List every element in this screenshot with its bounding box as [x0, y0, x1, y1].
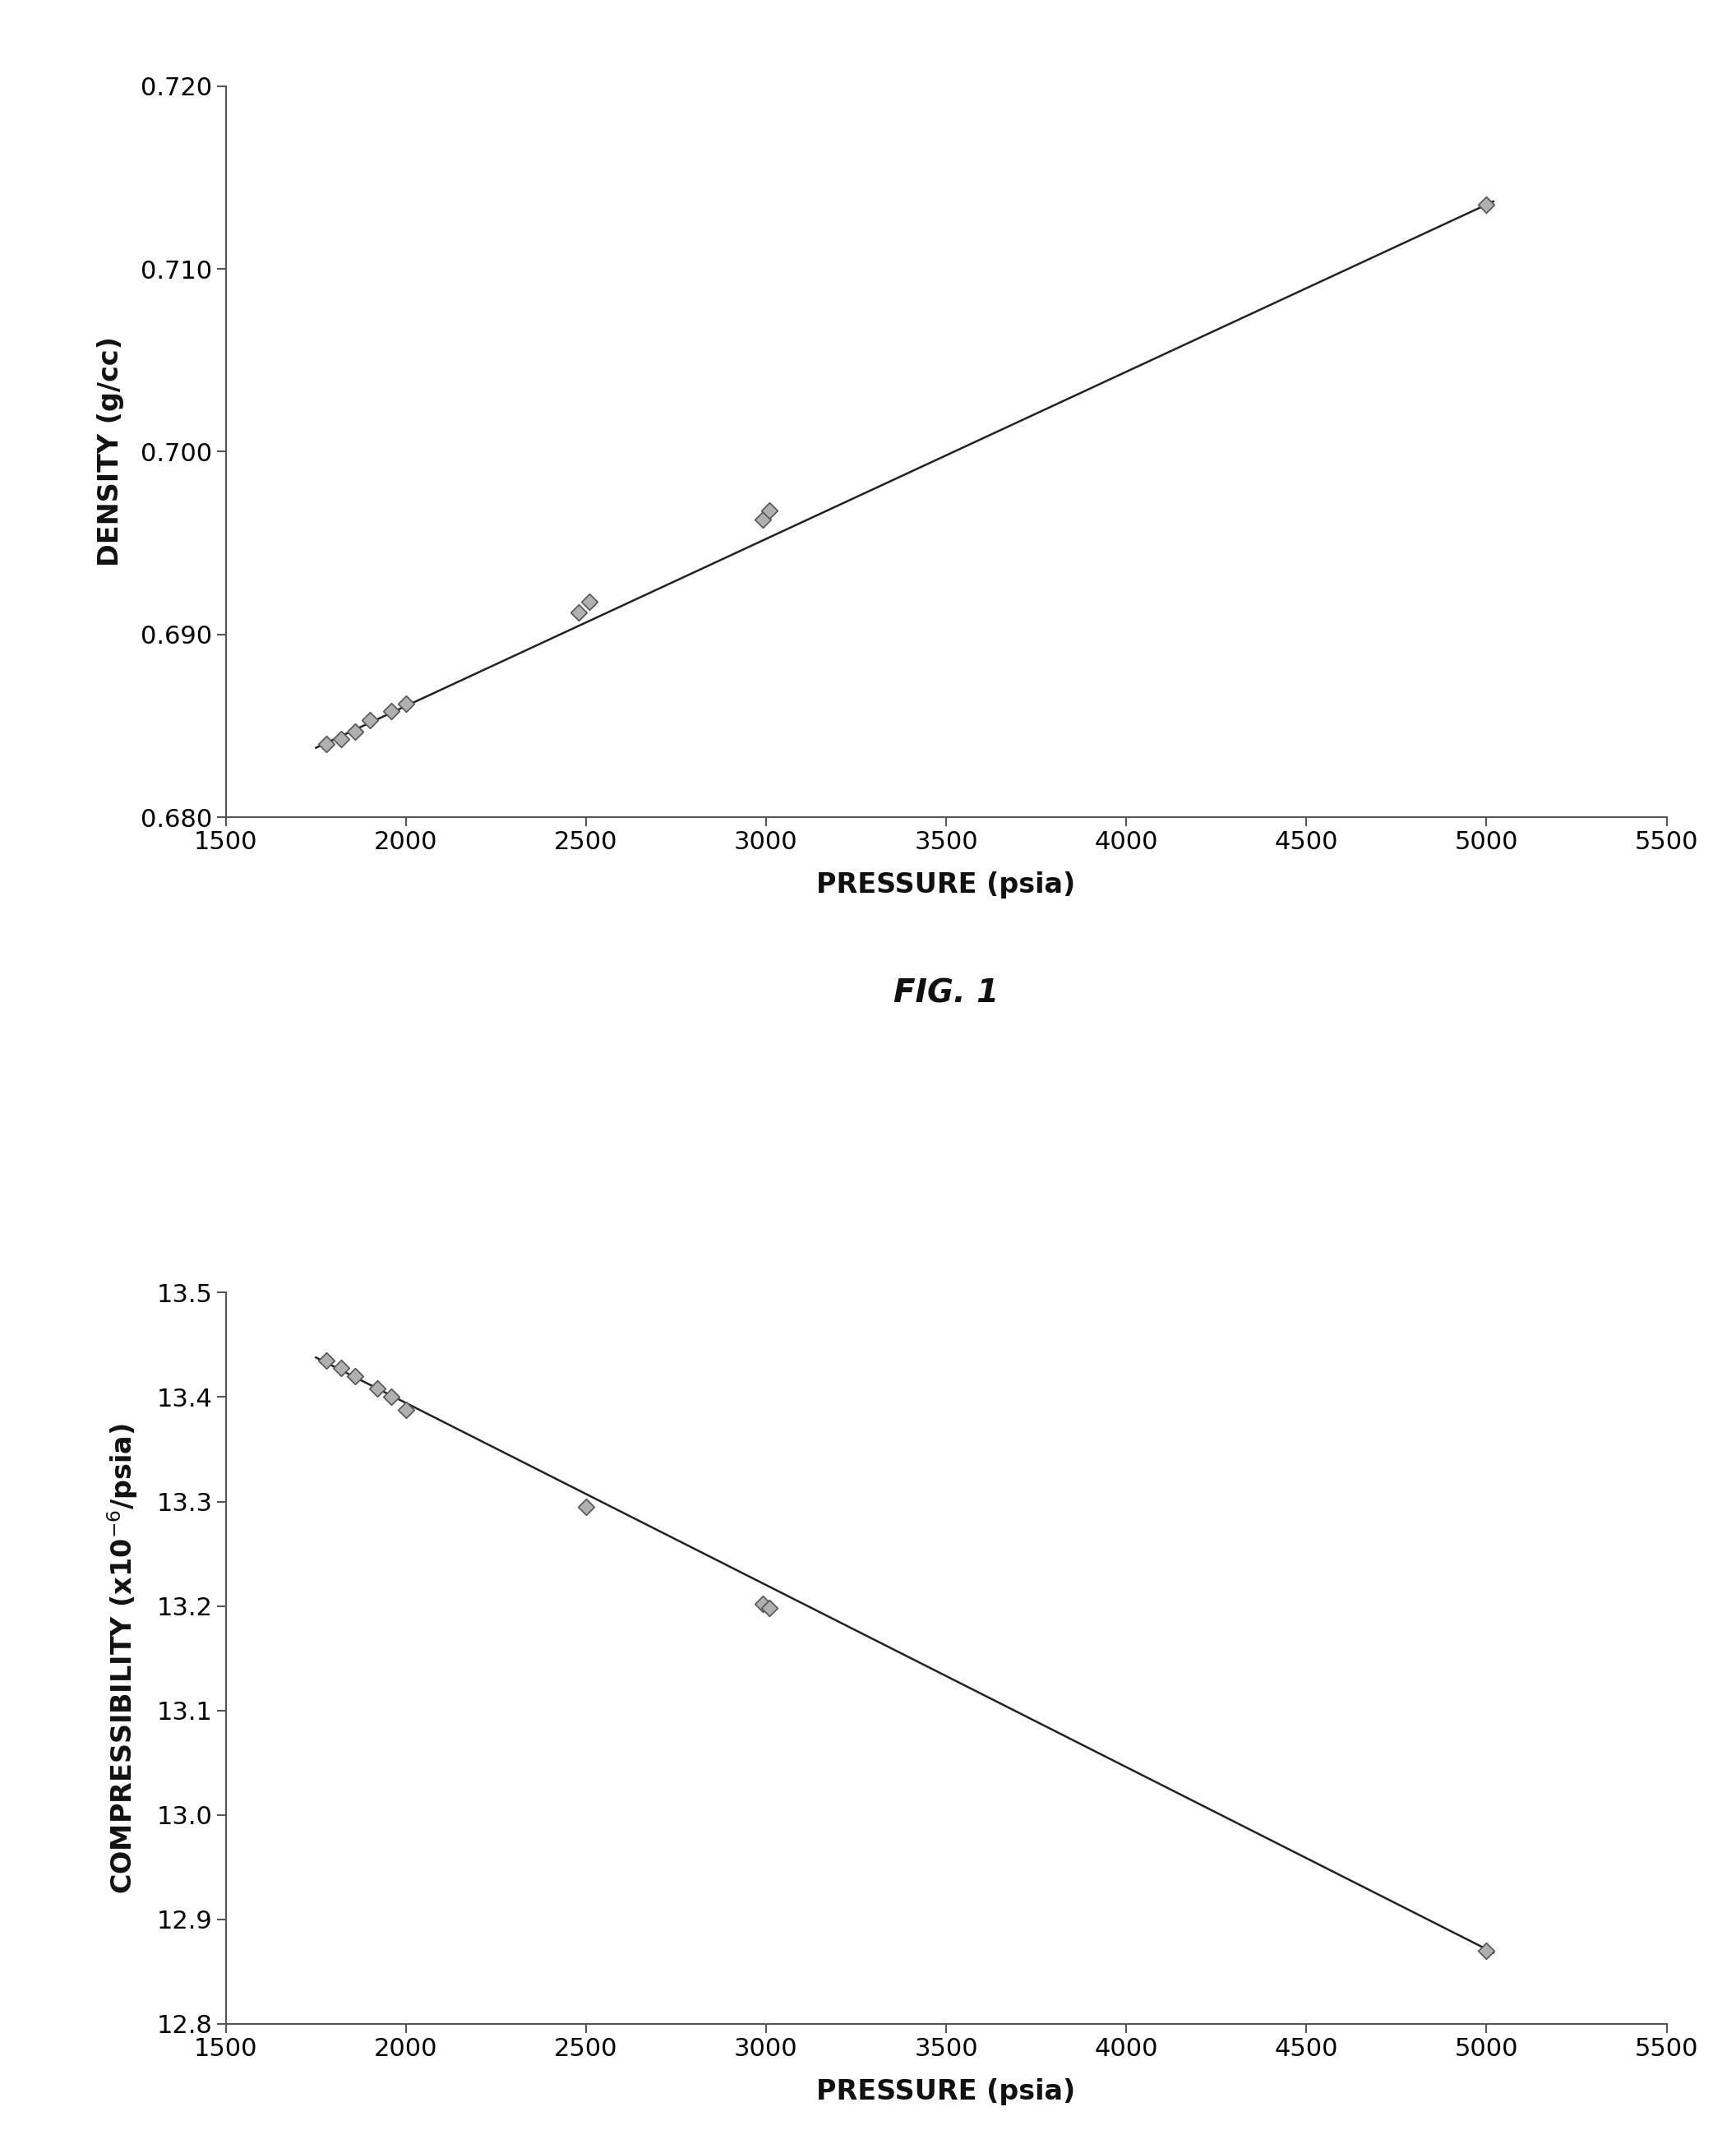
- Point: [755, 1591, 783, 1626]
- Point: [326, 1350, 354, 1384]
- Point: [312, 728, 340, 762]
- Point: [392, 1393, 420, 1427]
- Point: [564, 596, 592, 631]
- X-axis label: PRESSURE (psia): PRESSURE (psia): [816, 2078, 1076, 2106]
- Point: [748, 502, 776, 536]
- Point: [363, 1371, 391, 1406]
- Point: [326, 721, 354, 756]
- Point: [576, 583, 604, 618]
- X-axis label: PRESSURE (psia): PRESSURE (psia): [816, 872, 1076, 898]
- Y-axis label: COMPRESSIBILITY (x10$^{-6}$/psia): COMPRESSIBILITY (x10$^{-6}$/psia): [106, 1423, 139, 1895]
- Text: FIG. 1: FIG. 1: [894, 977, 998, 1010]
- Point: [748, 1587, 776, 1621]
- Point: [356, 704, 384, 738]
- Point: [342, 715, 370, 749]
- Y-axis label: DENSITY (g/cc): DENSITY (g/cc): [97, 336, 123, 566]
- Point: [1472, 187, 1500, 222]
- Point: [377, 693, 404, 728]
- Point: [573, 1490, 601, 1524]
- Point: [377, 1380, 404, 1415]
- Point: [755, 493, 783, 527]
- Point: [312, 1343, 340, 1378]
- Point: [342, 1359, 370, 1393]
- Point: [1472, 1933, 1500, 1968]
- Point: [392, 687, 420, 721]
